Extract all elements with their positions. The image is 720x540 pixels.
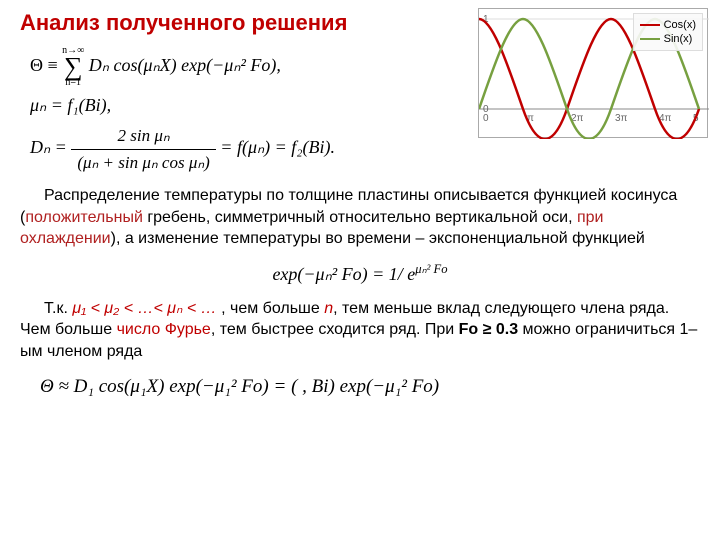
chart-legend: Cos(x) Sin(x)	[633, 13, 703, 51]
f3-den: (μₙ + sin μₙ cos μₙ)	[71, 150, 215, 176]
svg-text:0: 0	[483, 104, 489, 115]
eq-mid-left: exp(−μₙ² Fo) = 1/ e	[272, 264, 415, 284]
legend-sin-label: Sin(x)	[664, 33, 693, 45]
legend-sin: Sin(x)	[640, 33, 696, 45]
p2-t1: Т.к.	[44, 300, 72, 317]
p2-t8: Fo ≥ 0.3	[459, 321, 518, 338]
p1-t3: гребень, симметричный относительно верти…	[143, 209, 577, 226]
legend-cos: Cos(x)	[640, 19, 696, 31]
p2-t4: n	[324, 300, 333, 317]
f1-right: Dₙ cos(μₙX) exp(−μₙ² Fo),	[89, 55, 281, 75]
paragraph-1: Распределение температуры по толщине пла…	[20, 185, 700, 250]
p2-t7: , тем быстрее сходится ряд. При	[211, 321, 459, 338]
f3-right: = f(μₙ) = f₂(Bi).	[220, 137, 335, 157]
paragraph-2: Т.к. μ₁ < μ₂ < …< μₙ < … , чем больше n,…	[20, 298, 700, 363]
p2-t3: , чем больше	[217, 300, 325, 317]
legend-cos-label: Cos(x)	[664, 19, 696, 31]
formula-exp: exp(−μₙ² Fo) = 1/ eμₙ² Fo	[20, 260, 700, 288]
fraction: 2 sin μₙ (μₙ + sin μₙ cos μₙ)	[71, 123, 215, 175]
f1-left: Θ ≡	[30, 55, 62, 75]
formula-final: Θ ≈ D₁ cos(μ₁X) exp(−μ₁² Fo) = ( , Bi) e…	[20, 373, 700, 402]
f3-num: 2 sin μₙ	[71, 123, 215, 150]
trig-chart: 0π2π3π4π510 Cos(x) Sin(x)	[478, 8, 708, 138]
sum-bot: n=1	[65, 77, 81, 88]
p1-t5: ), а изменение температуры во времени – …	[111, 230, 645, 247]
svg-text:3π: 3π	[615, 113, 628, 124]
p1-t2: положительный	[25, 209, 143, 226]
eq-mid-sup: μₙ² Fo	[415, 262, 447, 276]
p2-t2: μ₁ < μ₂ < …< μₙ < …	[72, 300, 216, 317]
sum-block: n→∞ ∑ n=1	[62, 46, 84, 88]
p2-t6: число Фурье	[117, 321, 211, 338]
f3-left: Dₙ =	[30, 137, 71, 157]
